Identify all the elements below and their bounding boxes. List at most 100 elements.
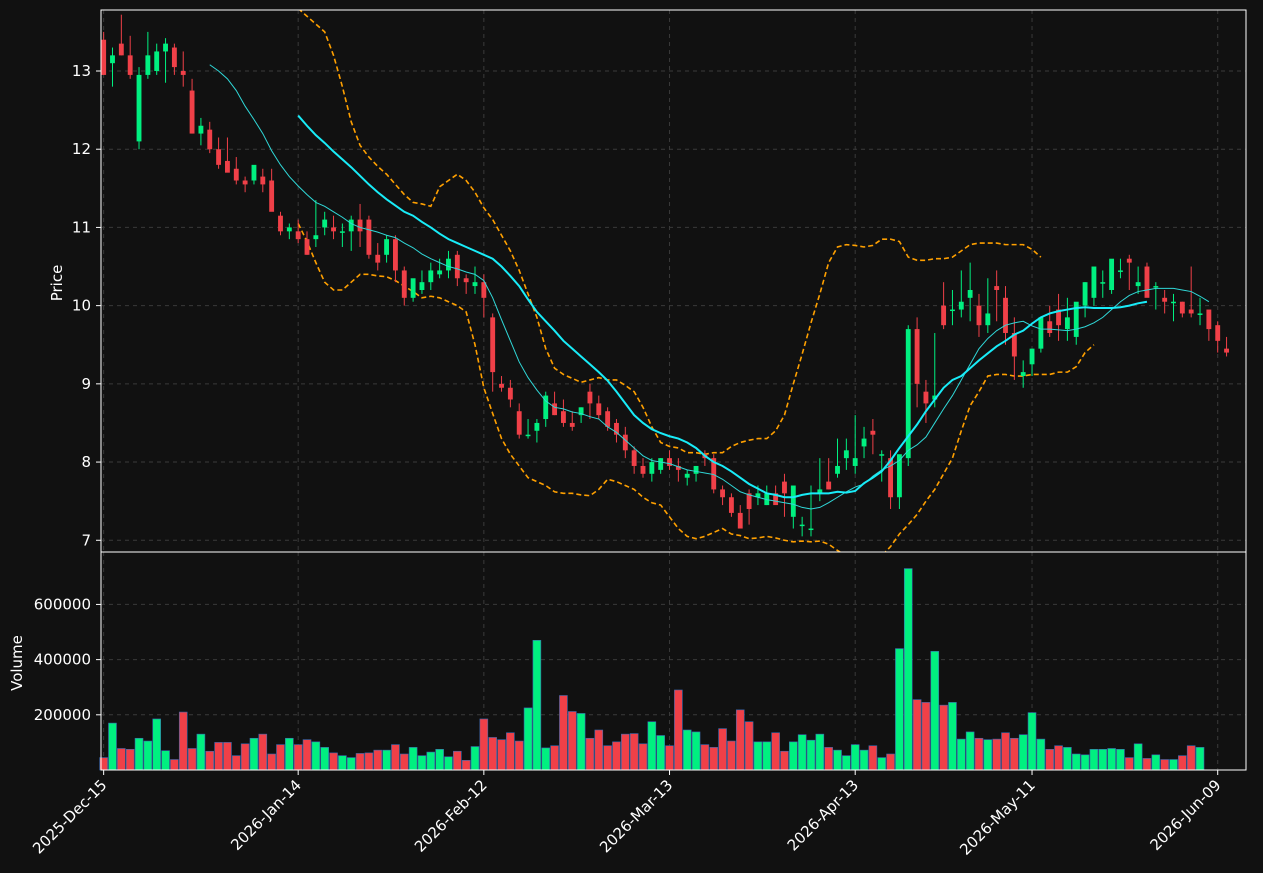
candle-body <box>728 497 734 513</box>
price-tick-label: 7 <box>81 531 91 549</box>
candle <box>675 458 681 482</box>
volume-tick-label: 600000 <box>34 595 91 613</box>
candle-body <box>348 219 354 232</box>
candle <box>1162 289 1168 314</box>
volume-bar <box>488 737 497 771</box>
candle-body <box>189 90 195 134</box>
candle-body <box>295 231 301 240</box>
volume-bar <box>559 695 568 771</box>
candle-body <box>711 458 717 490</box>
candle-body <box>242 180 248 185</box>
candle <box>225 137 230 173</box>
volume-bar <box>992 738 1001 771</box>
candle-body <box>525 434 531 437</box>
volume-bar <box>117 748 126 771</box>
candle <box>578 407 584 423</box>
candle <box>428 262 434 290</box>
candle-body <box>587 391 593 404</box>
volume-bar <box>1178 755 1187 771</box>
candle <box>1206 309 1212 341</box>
candle-body <box>976 305 982 326</box>
candle-body <box>861 438 867 447</box>
volume-bar <box>1107 748 1116 771</box>
volume-bar <box>302 739 312 771</box>
candle-body <box>1118 270 1123 272</box>
volume-bar <box>267 753 276 771</box>
candle <box>375 243 381 271</box>
candle-body <box>454 254 460 279</box>
candle-body <box>1003 297 1008 334</box>
volume-bar <box>1036 738 1046 771</box>
candle-body <box>640 465 646 474</box>
candle-body <box>720 489 726 498</box>
candle <box>622 426 628 459</box>
volume-bar <box>1018 734 1028 771</box>
volume-bar <box>957 738 966 771</box>
candle <box>1091 266 1097 306</box>
volume-bar <box>868 745 878 771</box>
candle-body <box>1091 266 1097 298</box>
candle-body <box>1100 282 1106 284</box>
volume-bar <box>170 759 179 771</box>
candle <box>1038 317 1044 353</box>
volume-bar <box>1133 743 1143 771</box>
volume-bar <box>196 733 206 771</box>
candle <box>914 317 920 408</box>
candle <box>392 235 398 283</box>
candle <box>587 383 593 420</box>
candle-body <box>463 278 469 283</box>
candle-body <box>1188 309 1194 314</box>
candle <box>1109 258 1115 294</box>
candle-body <box>260 176 266 185</box>
candle <box>985 278 991 334</box>
candle-body <box>985 313 991 326</box>
candle-body <box>357 219 363 232</box>
candle-body <box>896 454 902 498</box>
volume-bar <box>1054 745 1063 771</box>
candle-body <box>817 489 823 494</box>
candle-body <box>171 47 177 68</box>
candle-body <box>1224 348 1229 353</box>
candle <box>967 262 973 322</box>
volume-bar <box>346 757 356 771</box>
volume-bar <box>965 731 975 771</box>
candle <box>870 419 876 455</box>
candle-body <box>472 282 478 287</box>
candle-body <box>1029 348 1035 365</box>
candle <box>1029 348 1035 377</box>
candle-body <box>905 329 911 459</box>
candle-body <box>693 465 699 474</box>
candle <box>711 454 717 494</box>
candle-body <box>419 282 425 290</box>
candle <box>207 121 213 154</box>
candle-body <box>304 239 310 255</box>
volume-bar <box>541 747 551 771</box>
candle-body <box>198 125 204 134</box>
volume-bar <box>187 748 197 771</box>
candle <box>843 438 849 470</box>
candle <box>180 51 186 87</box>
volume-bar <box>134 737 144 771</box>
candle <box>667 450 672 470</box>
candle-body <box>366 219 372 255</box>
candle-body <box>286 227 292 232</box>
candle <box>171 43 177 75</box>
candle-body <box>596 403 602 416</box>
candle <box>499 376 504 392</box>
price-tick-label: 11 <box>72 218 91 236</box>
volume-bar <box>320 747 329 771</box>
candle <box>879 450 885 482</box>
volume-bar <box>850 744 860 771</box>
volume-bar <box>585 737 595 771</box>
candle <box>835 438 840 478</box>
candle-body <box>499 383 504 388</box>
candle-body <box>384 239 390 255</box>
candle-body <box>392 239 398 271</box>
candle-body <box>888 458 893 498</box>
volume-bar <box>426 751 436 771</box>
candle <box>1126 254 1132 290</box>
candle-body <box>331 227 336 232</box>
volume-bar <box>1045 749 1054 771</box>
volume-bar <box>178 711 188 771</box>
candle-body <box>1073 301 1079 337</box>
